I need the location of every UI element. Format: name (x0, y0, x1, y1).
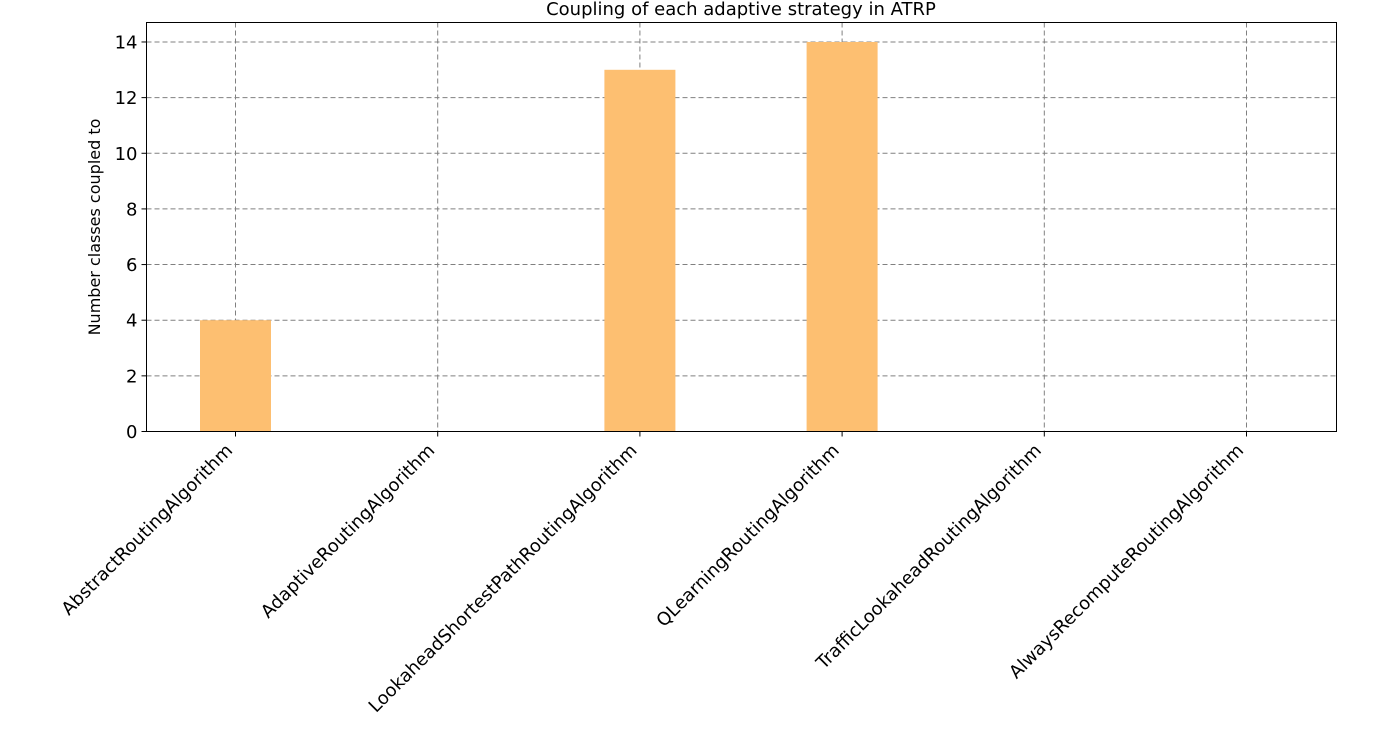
y-tick-label: 14 (115, 32, 138, 53)
chart-title: Coupling of each adaptive strategy in AT… (546, 0, 936, 20)
x-tick-label: QLearningRoutingAlgorithm (652, 440, 843, 631)
bars (200, 41, 878, 432)
x-tick-label: AbstractRoutingAlgorithm (58, 440, 237, 619)
x-tick-label: AdaptiveRoutingAlgorithm (257, 440, 439, 622)
bar (200, 320, 271, 432)
y-tick-label: 4 (126, 311, 137, 332)
y-tick-label: 12 (115, 88, 138, 109)
grid-lines (146, 22, 1337, 432)
bar (604, 69, 676, 432)
y-tick-label: 0 (126, 422, 137, 443)
y-tick-label: 8 (126, 199, 137, 220)
y-tick-label: 10 (115, 144, 138, 165)
plot-area-frame (146, 22, 1337, 432)
y-tick-label: 6 (126, 255, 137, 276)
bar (806, 41, 878, 432)
x-tick-label: AlwaysRecomputeRoutingAlgorithm (1005, 440, 1248, 683)
x-tick-label: TrafficLookaheadRoutingAlgorithm (812, 440, 1046, 674)
y-axis-label: Number classes coupled to (85, 119, 104, 336)
y-tick-label: 2 (126, 366, 137, 387)
